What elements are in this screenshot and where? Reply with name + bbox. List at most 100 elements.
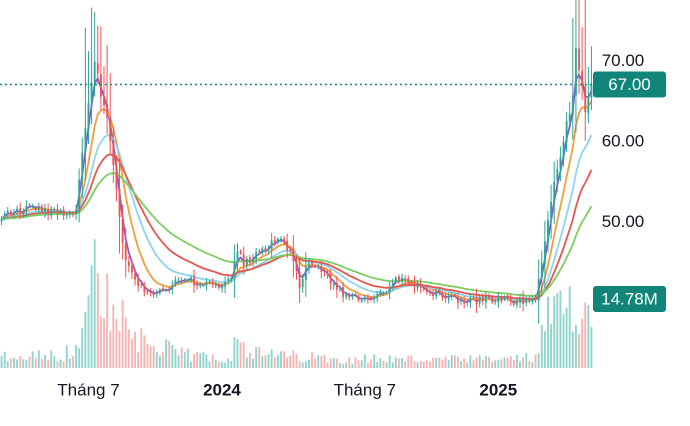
candle[interactable]: [568, 101, 571, 126]
candle[interactable]: [90, 7, 93, 125]
candle[interactable]: [472, 295, 475, 301]
candle[interactable]: [214, 281, 217, 289]
candle[interactable]: [190, 275, 192, 284]
candle[interactable]: [339, 285, 341, 293]
candle[interactable]: [488, 293, 490, 301]
candle[interactable]: [441, 291, 444, 301]
candle[interactable]: [466, 299, 469, 307]
candle[interactable]: [28, 203, 31, 207]
candle[interactable]: [121, 204, 124, 260]
candle[interactable]: [289, 246, 292, 255]
candle[interactable]: [550, 184, 553, 240]
candle[interactable]: [273, 235, 276, 247]
candle[interactable]: [314, 264, 317, 269]
candle[interactable]: [205, 278, 208, 291]
candle[interactable]: [283, 236, 286, 246]
candle[interactable]: [196, 280, 199, 290]
candle[interactable]: [537, 259, 540, 324]
candle[interactable]: [574, 0, 577, 133]
candle[interactable]: [53, 207, 56, 213]
candle[interactable]: [152, 289, 155, 299]
candle[interactable]: [304, 252, 307, 297]
candle[interactable]: [16, 205, 19, 216]
candle[interactable]: [168, 286, 171, 294]
candle[interactable]: [388, 280, 391, 300]
candle[interactable]: [335, 276, 338, 298]
candle[interactable]: [413, 275, 416, 294]
candle[interactable]: [432, 290, 435, 301]
candle[interactable]: [127, 255, 130, 273]
candle[interactable]: [93, 11, 96, 97]
candle[interactable]: [0, 216, 3, 225]
candle[interactable]: [311, 259, 313, 268]
candle[interactable]: [429, 289, 431, 297]
candle[interactable]: [425, 286, 428, 296]
candle[interactable]: [519, 293, 521, 308]
candle[interactable]: [332, 280, 335, 290]
candle[interactable]: [503, 295, 506, 302]
candle[interactable]: [370, 296, 372, 302]
candle[interactable]: [109, 73, 112, 154]
candle[interactable]: [512, 300, 515, 308]
candle[interactable]: [248, 254, 251, 267]
candle[interactable]: [559, 146, 562, 182]
candle[interactable]: [450, 291, 453, 301]
candle[interactable]: [267, 244, 270, 255]
candle[interactable]: [217, 282, 220, 290]
candle[interactable]: [227, 275, 230, 285]
candle[interactable]: [131, 260, 133, 280]
candle[interactable]: [326, 269, 329, 279]
candle[interactable]: [9, 209, 12, 217]
candle[interactable]: [407, 275, 410, 287]
candle[interactable]: [547, 211, 549, 253]
candle[interactable]: [140, 280, 143, 289]
candle[interactable]: [286, 233, 289, 259]
candle[interactable]: [385, 290, 388, 295]
candle[interactable]: [497, 292, 500, 308]
candle[interactable]: [155, 289, 158, 299]
candle[interactable]: [221, 283, 223, 293]
candle[interactable]: [453, 293, 456, 298]
candle[interactable]: [298, 259, 301, 303]
candle[interactable]: [68, 209, 71, 219]
candle[interactable]: [158, 287, 161, 296]
candle[interactable]: [484, 291, 487, 309]
candle[interactable]: [34, 205, 37, 212]
candle[interactable]: [230, 277, 233, 283]
candle[interactable]: [106, 44, 109, 135]
candle[interactable]: [25, 200, 28, 218]
candle[interactable]: [317, 263, 320, 270]
candle[interactable]: [357, 294, 360, 303]
candle[interactable]: [87, 51, 90, 144]
candle[interactable]: [342, 282, 345, 303]
candle[interactable]: [19, 202, 22, 220]
candle[interactable]: [171, 280, 174, 295]
candle[interactable]: [31, 203, 34, 209]
candle[interactable]: [373, 294, 376, 304]
candle[interactable]: [354, 292, 357, 297]
time-axis[interactable]: Tháng 7 2024 Tháng 7 2025: [57, 381, 517, 400]
candle[interactable]: [236, 243, 239, 273]
candle[interactable]: [99, 26, 102, 111]
candle[interactable]: [78, 168, 81, 223]
candle[interactable]: [143, 281, 146, 297]
candle[interactable]: [404, 275, 407, 284]
candle[interactable]: [528, 295, 531, 304]
candle[interactable]: [146, 288, 149, 296]
candle[interactable]: [301, 273, 304, 293]
candle[interactable]: [292, 235, 295, 278]
candle[interactable]: [419, 278, 422, 294]
candle[interactable]: [376, 290, 379, 303]
candle[interactable]: [571, 17, 574, 140]
candle[interactable]: [50, 205, 53, 220]
candle[interactable]: [208, 279, 211, 285]
candle[interactable]: [137, 273, 140, 292]
candle[interactable]: [463, 296, 466, 309]
candlesticks[interactable]: [0, 0, 593, 324]
candle[interactable]: [239, 249, 242, 256]
candle[interactable]: [543, 220, 546, 289]
candle[interactable]: [540, 250, 543, 294]
candle[interactable]: [174, 276, 177, 288]
candle[interactable]: [323, 267, 326, 277]
